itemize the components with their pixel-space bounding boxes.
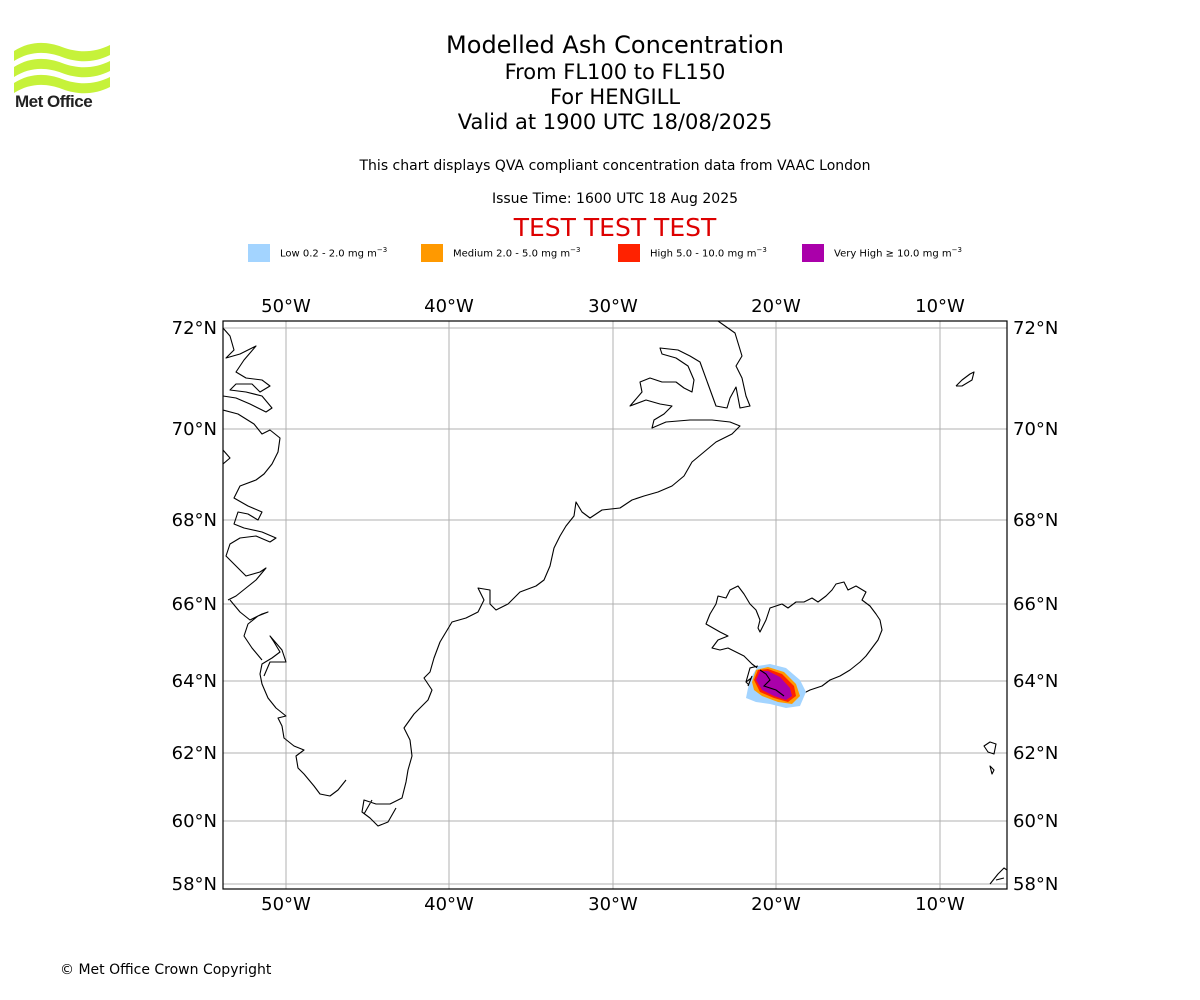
lon-tick-top-50w: 50°W	[261, 296, 311, 317]
lon-labels-top: 50°W 40°W 30°W 20°W 10°W	[261, 296, 965, 317]
lat-tick-right-58n: 58°N	[1013, 874, 1058, 895]
flight-level-range: From FL100 to FL150	[504, 60, 726, 84]
coastline-faroe	[983, 741, 997, 775]
copyright-notice: © Met Office Crown Copyright	[60, 962, 272, 978]
lat-tick-left-58n: 58°N	[172, 874, 217, 895]
volcano-name: For HENGILL	[549, 85, 681, 109]
lat-labels-right: 72°N 70°N 68°N 66°N 64°N 62°N 60°N 58°N	[1013, 318, 1058, 895]
coastline-shetland	[989, 867, 1007, 885]
coastline-iceland	[705, 581, 883, 701]
lon-tick-bottom-40w: 40°W	[424, 894, 474, 915]
lat-tick-right-68n: 68°N	[1013, 510, 1058, 531]
lon-tick-bottom-30w: 30°W	[588, 894, 638, 915]
lat-tick-left-60n: 60°N	[172, 811, 217, 832]
legend-item-high: High 5.0 - 10.0 mg m−3	[618, 244, 767, 262]
coastline-iceland-southwest	[745, 665, 785, 697]
chart-title-block: Modelled Ash Concentration From FL100 to…	[0, 30, 1200, 135]
test-banner: TEST TEST TEST	[513, 213, 717, 242]
legend-swatch-low	[248, 244, 270, 262]
lat-tick-right-72n: 72°N	[1013, 318, 1058, 339]
coastline-greenland	[259, 321, 751, 827]
coastline-jan-mayen	[955, 371, 975, 387]
legend-item-medium: Medium 2.0 - 5.0 mg m−3	[421, 244, 580, 262]
lat-tick-right-70n: 70°N	[1013, 419, 1058, 440]
legend-label-very-high: Very High ≥ 10.0 mg m−3	[834, 246, 962, 260]
ash-area-very-high	[756, 671, 792, 700]
lat-tick-left-64n: 64°N	[172, 671, 217, 692]
legend-swatch-high	[618, 244, 640, 262]
met-office-logo	[14, 42, 110, 94]
logo-text: Met Office	[15, 92, 93, 111]
legend-swatch-medium	[421, 244, 443, 262]
legend-item-very-high: Very High ≥ 10.0 mg m−3	[802, 244, 962, 262]
lon-tick-bottom-10w: 10°W	[915, 894, 965, 915]
valid-time: Valid at 1900 UTC 18/08/2025	[457, 110, 773, 134]
lon-tick-bottom-20w: 20°W	[751, 894, 801, 915]
lon-tick-top-20w: 20°W	[751, 296, 801, 317]
legend-label-medium: Medium 2.0 - 5.0 mg m−3	[453, 246, 581, 260]
lon-tick-top-40w: 40°W	[424, 296, 474, 317]
legend-swatch-very-high	[802, 244, 824, 262]
coastline-greenland-west	[223, 327, 281, 661]
gridlines	[223, 321, 1007, 889]
lat-tick-right-62n: 62°N	[1013, 743, 1058, 764]
map-frame	[222, 320, 1008, 890]
lon-tick-bottom-50w: 50°W	[261, 894, 311, 915]
lat-tick-left-72n: 72°N	[172, 318, 217, 339]
chart-title: Modelled Ash Concentration	[446, 31, 784, 59]
lon-labels-bottom: 50°W 40°W 30°W 20°W 10°W	[261, 894, 965, 915]
lat-tick-left-68n: 68°N	[172, 510, 217, 531]
lat-tick-right-60n: 60°N	[1013, 811, 1058, 832]
legend-label-high: High 5.0 - 10.0 mg m−3	[650, 246, 767, 260]
chart-subtitle: This chart displays QVA compliant concen…	[359, 158, 871, 174]
issue-time: Issue Time: 1600 UTC 18 Aug 2025	[491, 191, 739, 207]
lat-labels-left: 72°N 70°N 68°N 66°N 64°N 62°N 60°N 58°N	[172, 318, 217, 895]
ash-plume	[745, 664, 806, 708]
lat-tick-left-62n: 62°N	[172, 743, 217, 764]
lat-tick-right-64n: 64°N	[1013, 671, 1058, 692]
legend-label-low: Low 0.2 - 2.0 mg m−3	[280, 246, 388, 260]
lon-tick-top-10w: 10°W	[915, 296, 965, 317]
lat-tick-left-66n: 66°N	[172, 594, 217, 615]
legend-item-low: Low 0.2 - 2.0 mg m−3	[248, 244, 387, 262]
lat-tick-right-66n: 66°N	[1013, 594, 1058, 615]
lat-tick-left-70n: 70°N	[172, 419, 217, 440]
lon-tick-top-30w: 30°W	[588, 296, 638, 317]
